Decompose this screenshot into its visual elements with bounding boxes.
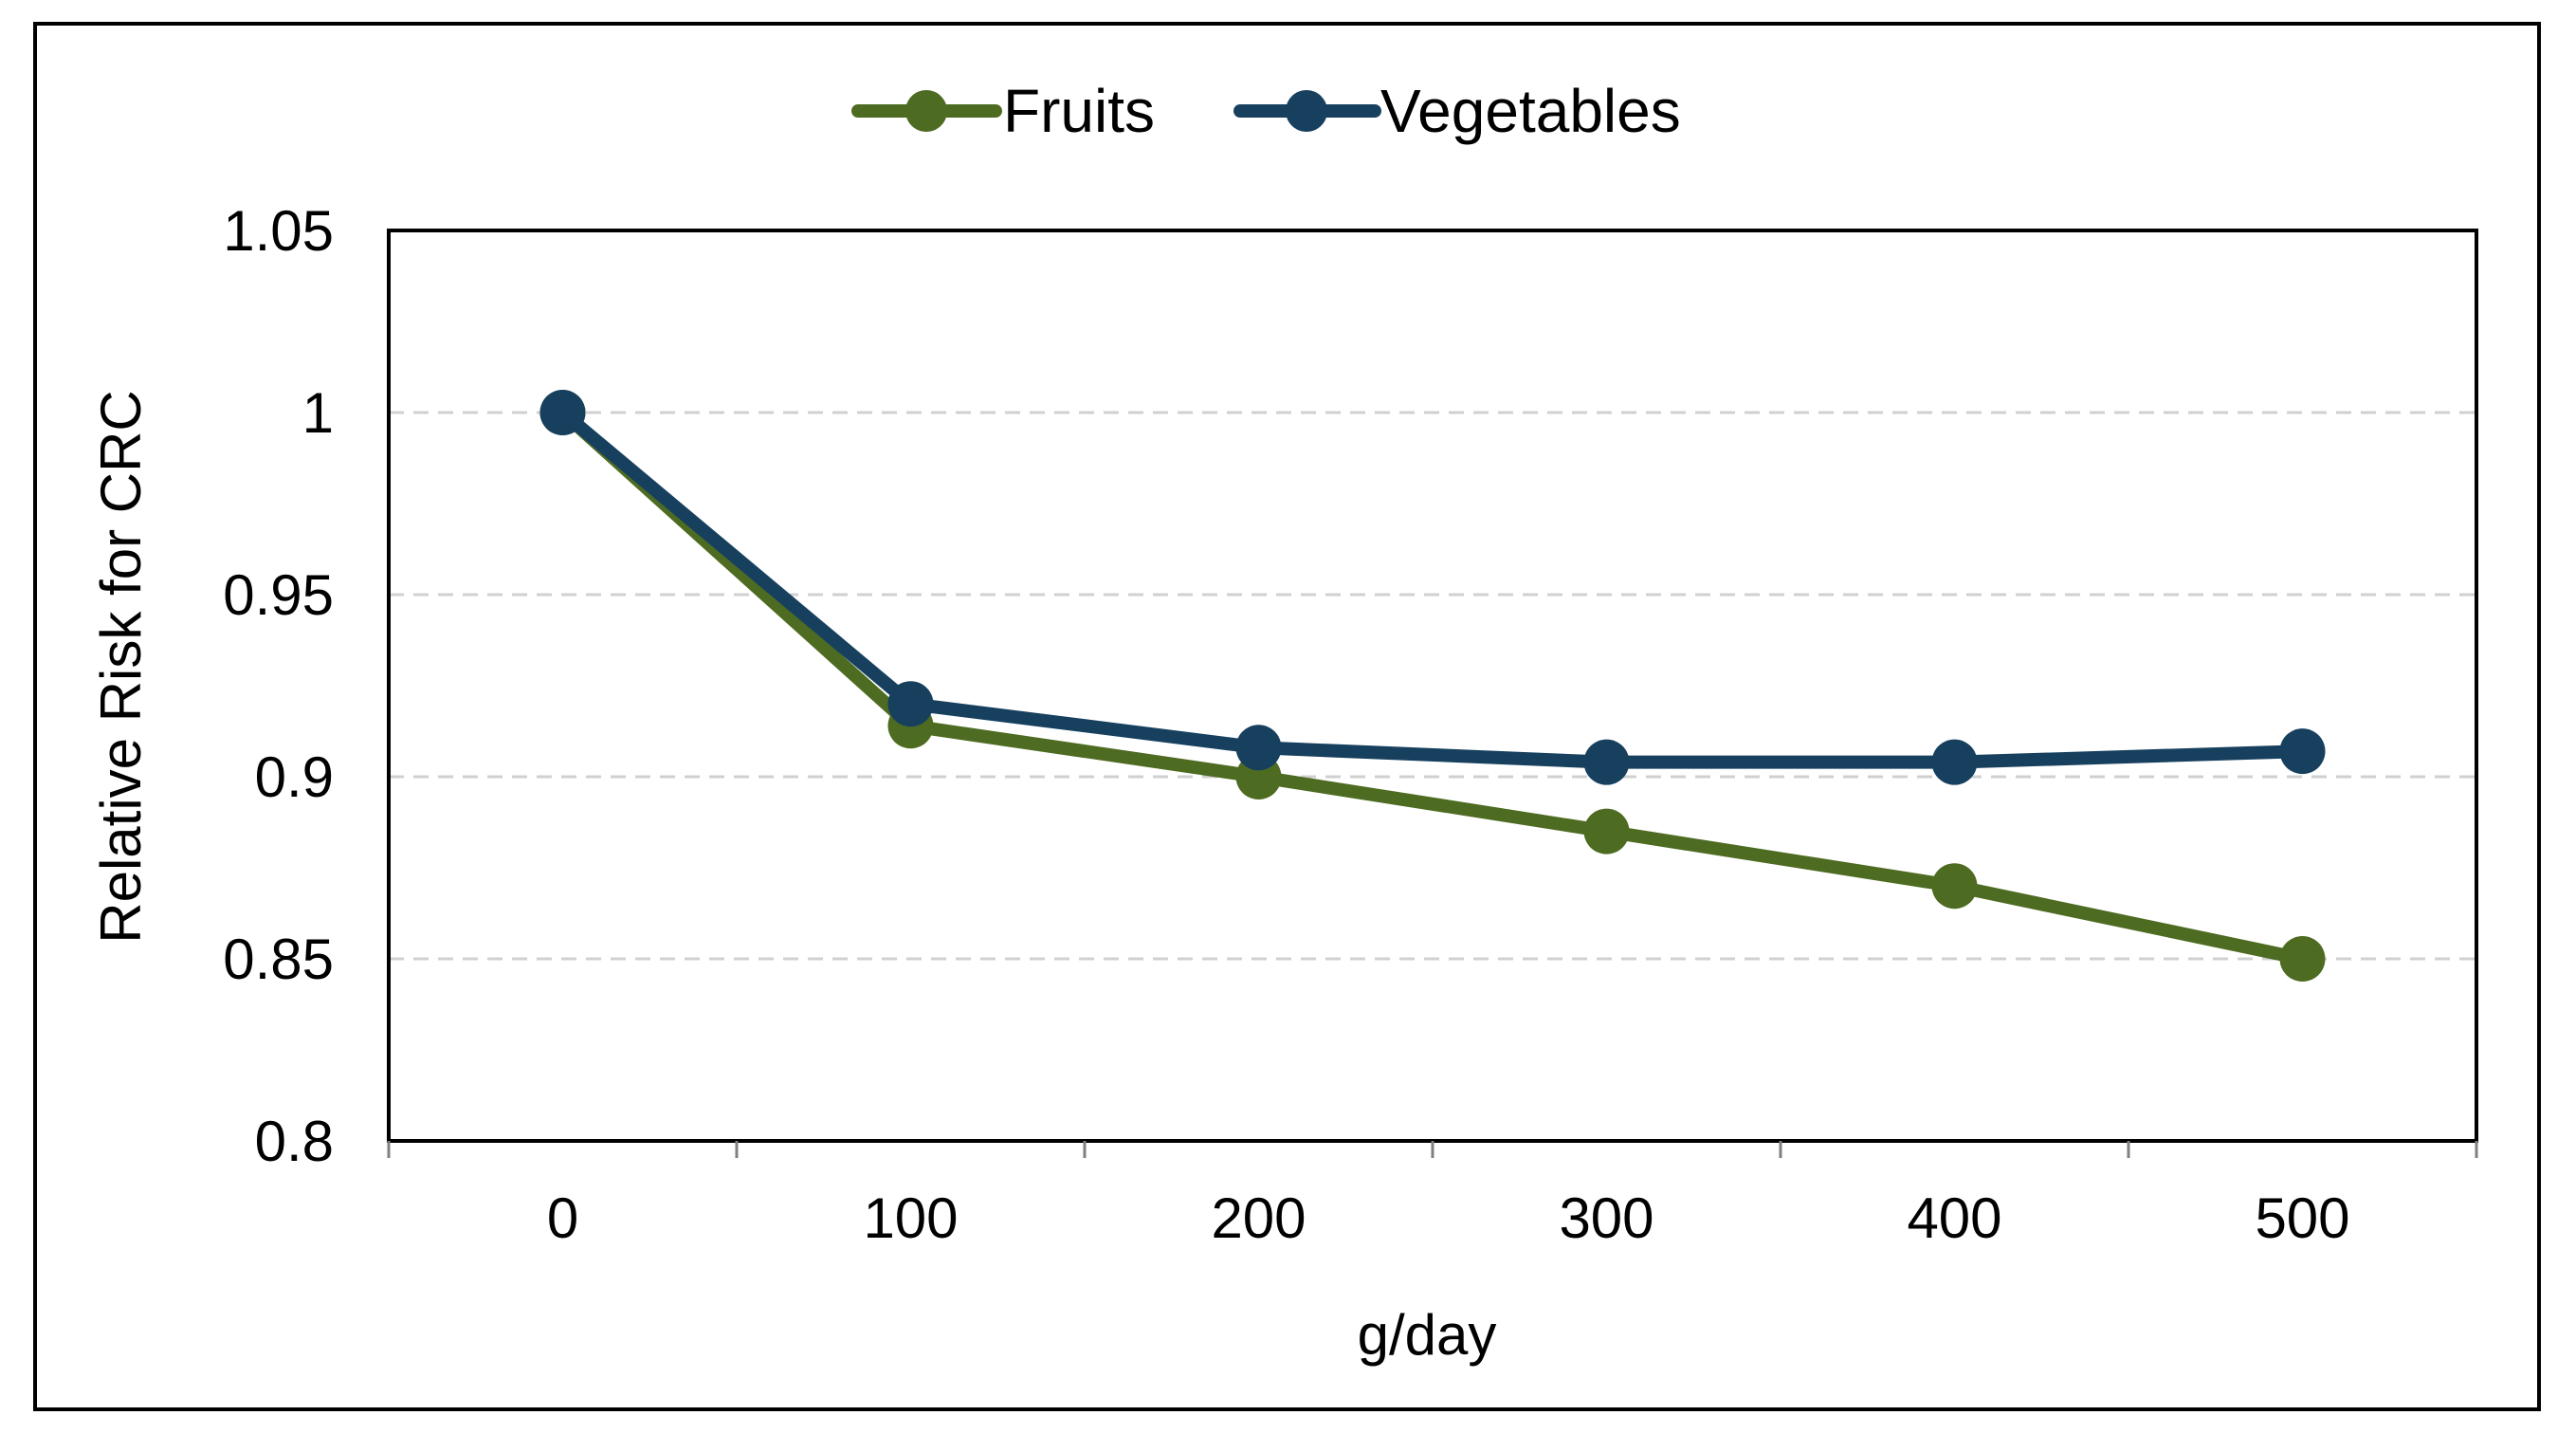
legend-label-vegetables: Vegetables [1380, 77, 1681, 145]
data-point-vegetables [539, 390, 586, 435]
y-tick-label: 1.05 [223, 199, 334, 263]
series-fruits [539, 390, 2326, 982]
y-tick-label: 0.8 [255, 1110, 334, 1173]
x-axis-title: g/day [1358, 1303, 1497, 1367]
gridlines [389, 411, 2476, 961]
y-tick-label: 0.9 [255, 745, 334, 809]
legend-item-fruits: Fruits [851, 77, 1155, 145]
x-tick-label: 400 [1907, 1186, 2001, 1250]
y-axis-title: Relative Risk for CRC [89, 390, 153, 943]
data-point-vegetables [1235, 725, 1282, 771]
data-point-fruits [1583, 808, 1630, 855]
x-tick-label: 200 [1211, 1186, 1306, 1250]
data-point-vegetables [2279, 728, 2326, 775]
x-tick-label: 500 [2255, 1186, 2349, 1250]
data-point-vegetables [1583, 739, 1630, 785]
data-point-fruits [1931, 863, 1978, 910]
series-line-fruits [556, 406, 2310, 965]
legend-label-fruits: Fruits [1003, 77, 1155, 145]
series [539, 390, 2326, 982]
data-point-vegetables [887, 681, 934, 727]
y-tick-label: 0.85 [223, 928, 334, 991]
legend-item-vegetables: Vegetables [1233, 77, 1681, 145]
plot-area [387, 229, 2478, 1143]
chart-frame [33, 22, 2541, 1411]
legend: Fruits Vegetables [851, 77, 1681, 145]
data-point-vegetables [1931, 739, 1978, 785]
data-point-fruits [2279, 936, 2326, 982]
x-tick-label: 0 [547, 1186, 578, 1250]
legend-marker-vegetables [1286, 90, 1327, 132]
y-tick-label: 1 [302, 381, 334, 445]
y-axis: 0.8 0.85 0.9 0.95 1 1.05 [223, 199, 334, 1173]
x-axis: 0 100 200 300 400 500 [387, 1141, 2478, 1250]
x-tick-label: 300 [1559, 1186, 1653, 1250]
x-tick-label: 100 [863, 1186, 958, 1250]
series-line-vegetables [556, 406, 2310, 769]
y-tick-label: 0.95 [223, 563, 334, 627]
series-vegetables [539, 390, 2326, 785]
legend-marker-fruits [905, 90, 947, 132]
